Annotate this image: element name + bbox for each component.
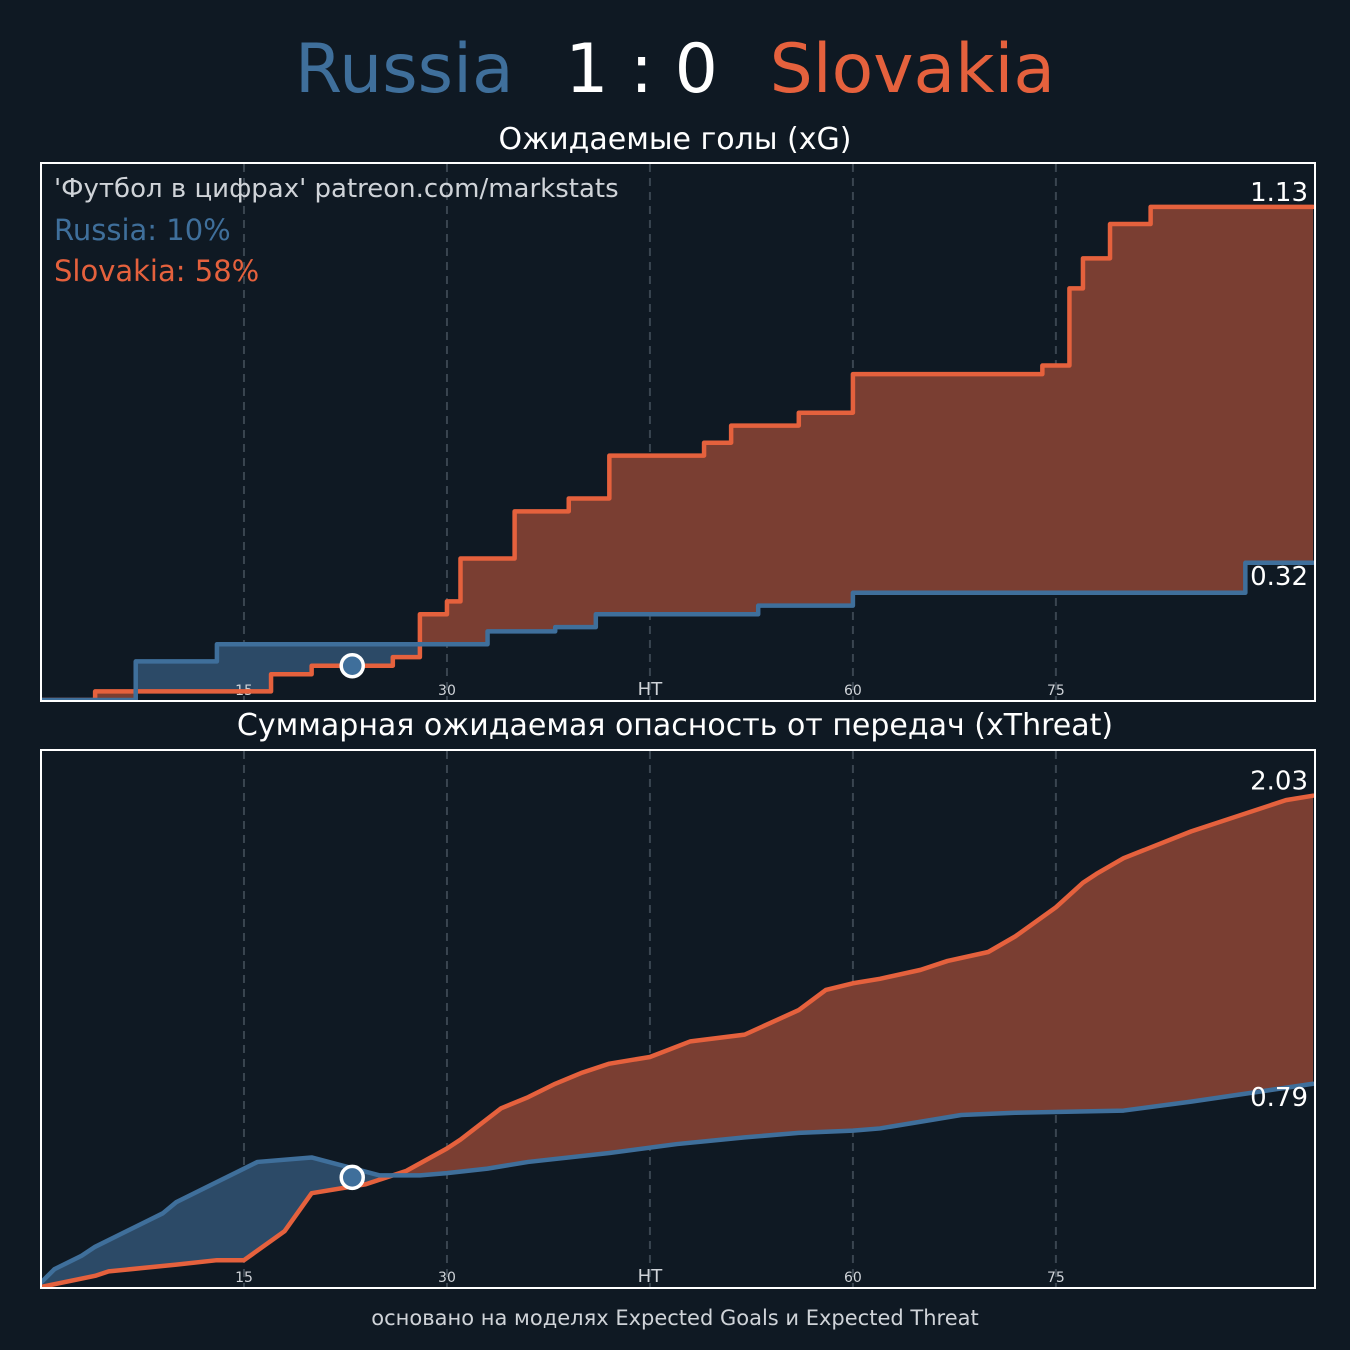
xg-goal-marker	[339, 652, 365, 679]
xt-tick-label: 15	[235, 1270, 253, 1286]
xg-tick-label: 30	[438, 683, 456, 699]
xt-home-end-label: 0.79	[1250, 1083, 1308, 1113]
xg-home-series-line	[40, 560, 1316, 702]
xg-away-advantage-area	[41, 661, 136, 700]
xg-away-advantage-area	[419, 206, 1313, 645]
away-team-name: Slovakia	[769, 30, 1056, 109]
xthreat-chart-title: Суммарная ожидаемая опасность от передач…	[236, 708, 1114, 743]
xt-goal-marker	[339, 1164, 365, 1191]
xt-tick-label: HT	[638, 1266, 664, 1287]
match-header: Russia 1 : 0 Slovakia	[0, 28, 1350, 112]
xg-away-end-label: 1.13	[1250, 178, 1308, 208]
xt-tick-label: 60	[844, 1270, 862, 1286]
xt-home-series-line	[40, 1081, 1316, 1285]
xg-tick-label: HT	[638, 679, 664, 700]
xg-tick-label: 75	[1047, 683, 1065, 699]
xt-tick-label: 75	[1047, 1270, 1065, 1286]
xt-tick-label: 30	[438, 1270, 456, 1286]
xg-tick-label: 60	[844, 683, 862, 699]
footer-note: основано на моделях Expected Goals и Exp…	[371, 1306, 979, 1330]
xg-chart-title: Ожидаемые голы (xG)	[498, 122, 852, 157]
home-team-name: Russia	[294, 30, 514, 109]
xg-home-end-label: 0.32	[1250, 562, 1308, 592]
xg-legend-home: Russia: 10%	[54, 213, 231, 247]
xt-away-end-label: 2.03	[1250, 767, 1308, 797]
xg-chart-frame	[40, 162, 1316, 702]
xg-home-advantage-area	[135, 614, 420, 692]
xt-home-advantage-area	[41, 1157, 393, 1287]
xg-away-series-line	[40, 204, 1316, 702]
xt-chart-frame	[40, 749, 1316, 1289]
match-score: 1 : 0	[565, 30, 718, 109]
xg-chart: 15 30 HT 60 751.130.32'Футбол в цифрах' patr…	[40, 162, 1316, 702]
xthreat-chart: 15 30 HT 60 75 2.03 0.79	[40, 749, 1316, 1289]
xg-credit-text: 'Футбол в цифрах' patreon.com/markstats	[54, 174, 619, 204]
xt-away-series-line	[40, 793, 1316, 1289]
xg-legend-away: Slovakia: 58%	[54, 254, 259, 288]
